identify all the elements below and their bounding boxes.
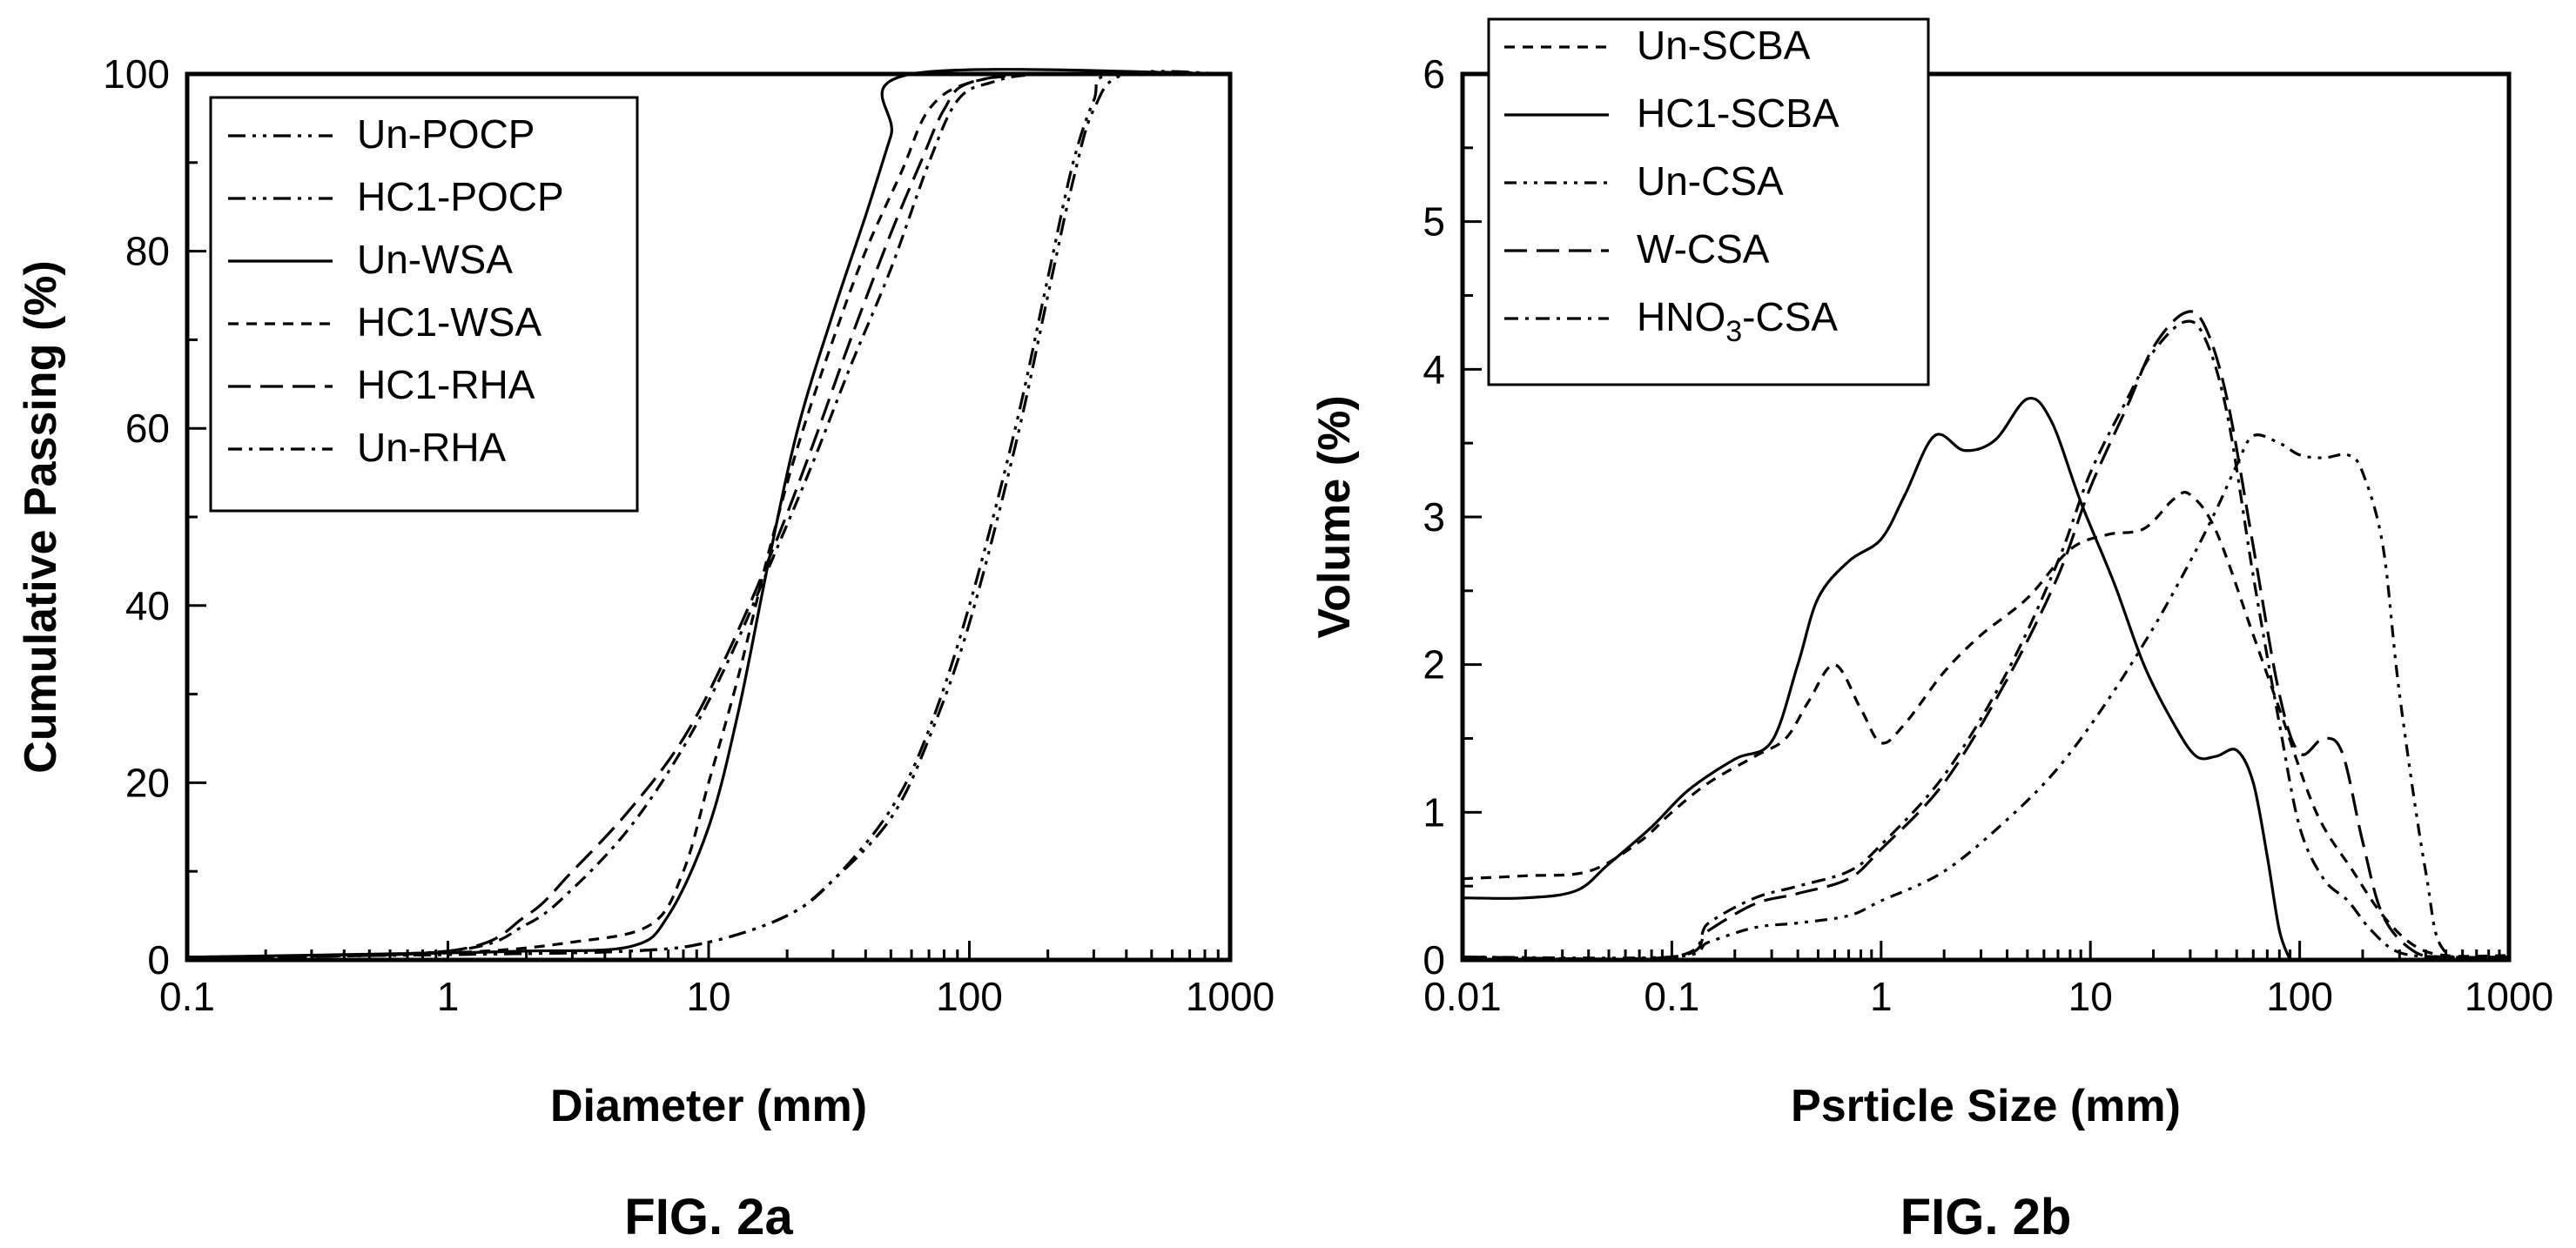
x-tick-label: 0.1 — [1644, 974, 1699, 1019]
series-line-hc1-scba — [1462, 396, 2292, 961]
series-line-un-wsa — [186, 68, 1231, 959]
y-tick-label: 4 — [1423, 346, 1445, 392]
x-tick-label: 10 — [2068, 974, 2113, 1019]
y-tick-label: 100 — [103, 51, 170, 97]
y-tick-label: 80 — [125, 229, 170, 274]
legend-label-w-csa: W-CSA — [1637, 226, 1770, 272]
x-axis-label-2a: Diameter (mm) — [550, 1081, 867, 1131]
legend-box-2a — [209, 96, 639, 513]
legend-label-hc1-scba: HC1-SCBA — [1637, 91, 1840, 136]
legend-label-un-csa: Un-CSA — [1637, 158, 1784, 204]
legend-label-un-rha: Un-RHA — [357, 425, 507, 470]
y-tick-label: 2 — [1423, 642, 1445, 688]
x-axis-ticks-2b: 0.01 0.1 1 10 100 1000 — [1423, 941, 2553, 1019]
x-tick-label: 1000 — [1186, 974, 1275, 1019]
x-tick-label: 1 — [1870, 974, 1893, 1019]
y-tick-label: 0 — [147, 937, 170, 983]
x-tick-label: 10 — [686, 974, 730, 1019]
series-layer-2b — [1462, 310, 2510, 962]
x-tick-label: 1000 — [2465, 974, 2553, 1019]
y-axis-label-2b: Volume (%) — [1309, 395, 1360, 638]
series-layer-2a — [186, 68, 1231, 959]
legend-2b: Un-SCBA HC1-SCBA Un-CSA W-CSA HNO3-CSA — [1487, 17, 1930, 386]
series-line-hc1-pocp — [186, 70, 1231, 959]
legend-label-un-pocp: Un-POCP — [357, 111, 535, 157]
x-tick-label: 100 — [2266, 974, 2333, 1019]
x-tick-label: 0.1 — [159, 974, 215, 1019]
legend-2a: Un-POCP HC1-POCP Un-WSA HC1-WSA HC1-RHA Un-RH… — [209, 96, 639, 513]
legend-label-un-scba: Un-SCBA — [1637, 23, 1811, 68]
series-line-hno3-csa — [1462, 319, 2510, 962]
y-tick-label: 40 — [125, 583, 170, 628]
series-line-un-rha — [186, 71, 1231, 959]
series-line-un-scba — [1462, 491, 2510, 958]
legend-label-hc1-rha: HC1-RHA — [357, 362, 535, 407]
y-tick-label: 0 — [1423, 937, 1445, 983]
x-tick-label: 1 — [437, 974, 460, 1019]
y-tick-label: 3 — [1423, 494, 1445, 540]
y-tick-label: 20 — [125, 760, 170, 805]
legend-box-2b — [1487, 17, 1930, 386]
legend-label-hc1-pocp: HC1-POCP — [357, 174, 564, 219]
x-tick-label: 0.01 — [1423, 974, 1502, 1019]
chart-panel-2a: 0.1 1 10 100 1000 0 20 40 60 80 100 Diameter (mm)… — [16, 51, 1275, 1245]
y-axis-ticks-2a: 0 20 40 60 80 100 — [103, 51, 206, 983]
y-axis-label-2a: Cumulative Passing (%) — [16, 260, 66, 773]
figure-caption-2b: FIG. 2b — [1900, 1189, 2072, 1245]
series-line-un-csa — [1462, 433, 2510, 962]
chart-panel-2b: 0.01 0.1 1 10 100 1000 0 1 2 3 4 5 6 Psrticle Size … — [1309, 17, 2553, 1245]
y-tick-label: 1 — [1423, 789, 1445, 835]
y-tick-label: 5 — [1423, 199, 1445, 245]
legend-label-hno3-csa: HNO3-CSA — [1637, 294, 1838, 348]
series-line-hc1-rha — [186, 71, 1231, 959]
series-line-hc1-wsa — [186, 71, 1231, 959]
figure-caption-2a: FIG. 2a — [624, 1189, 793, 1245]
series-line-un-pocp — [186, 70, 1231, 959]
y-tick-label: 6 — [1423, 51, 1445, 97]
y-axis-ticks-2b: 0 1 2 3 4 5 6 — [1423, 51, 1482, 983]
x-tick-label: 100 — [936, 974, 1003, 1019]
legend-label-un-wsa: Un-WSA — [357, 237, 513, 282]
y-tick-label: 60 — [125, 406, 170, 451]
x-axis-ticks-2a: 0.1 1 10 100 1000 — [159, 941, 1275, 1019]
x-axis-label-2b: Psrticle Size (mm) — [1791, 1081, 2181, 1131]
legend-label-hc1-wsa: HC1-WSA — [357, 299, 541, 345]
series-line-w-csa — [1462, 310, 2510, 961]
